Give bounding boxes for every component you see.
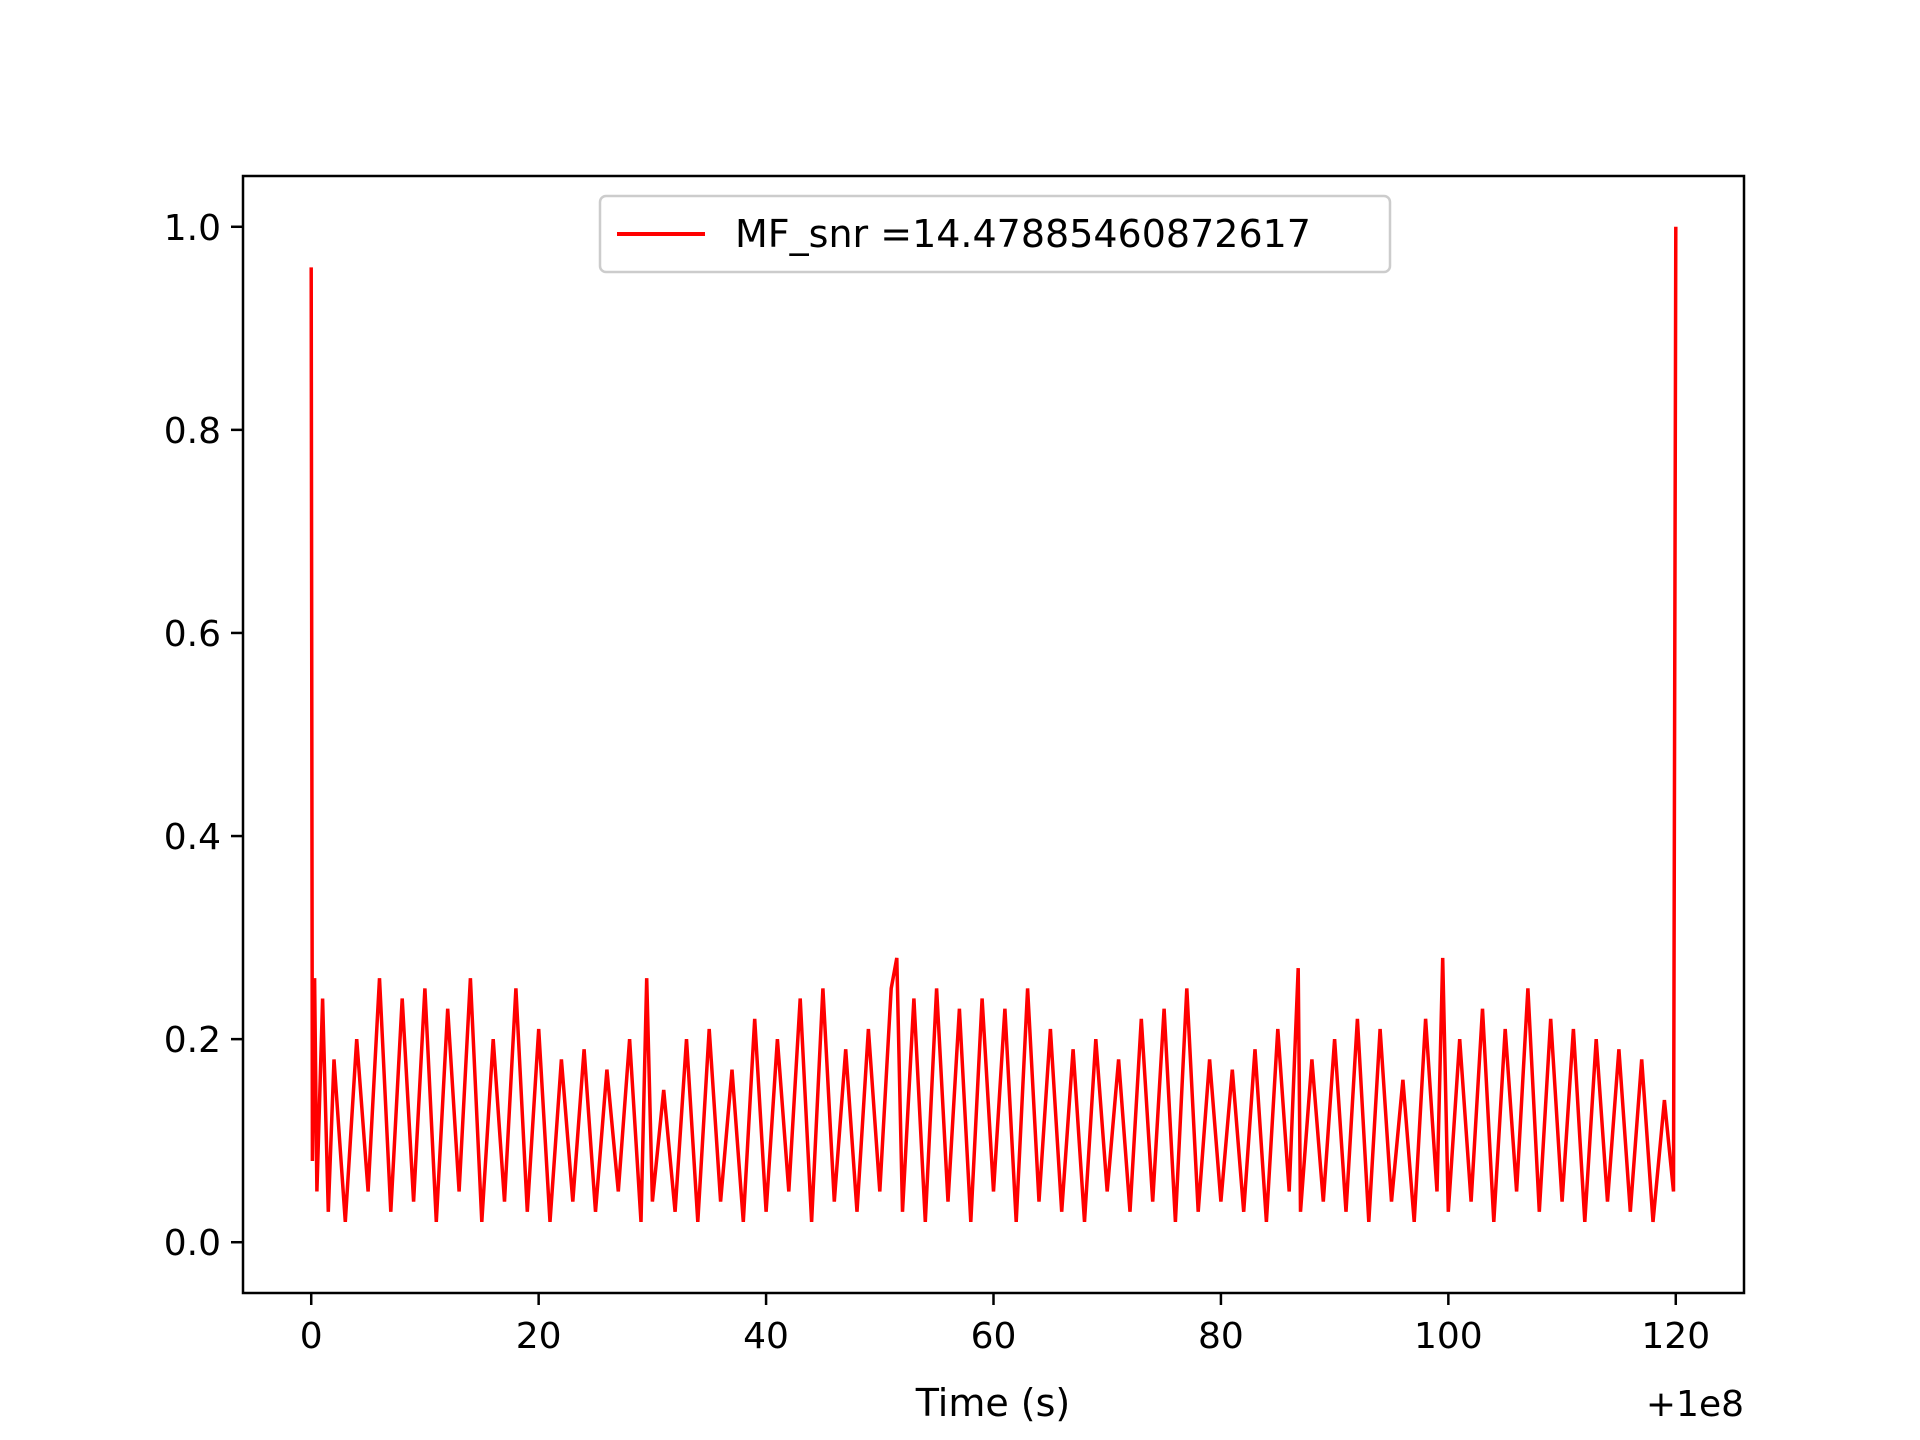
y-tick-label: 0.4 [164, 817, 221, 858]
legend-entry-label: MF_snr =14.47885460872617 [735, 212, 1311, 256]
plot-area [309, 226, 1678, 1223]
axes-frame [241, 174, 1746, 1295]
x-tick-label: 20 [516, 1316, 562, 1357]
x-axis: 0 20 40 60 80 100 120 [300, 1293, 1710, 1357]
x-tick-label: 80 [1198, 1316, 1244, 1357]
legend-box [598, 194, 1392, 274]
y-tick-label: 0.0 [164, 1223, 221, 1264]
x-tick-label: 60 [971, 1316, 1017, 1357]
x-tick-label: 100 [1414, 1316, 1483, 1357]
x-tick-label: 40 [743, 1316, 789, 1357]
x-tick-label: 0 [300, 1316, 323, 1357]
x-axis-label: Time (s) [915, 1381, 1071, 1425]
y-tick-label: 1.0 [164, 208, 221, 249]
series-line-0 [309, 226, 1678, 1223]
y-tick-label: 0.8 [164, 411, 221, 452]
y-axis: 0.0 0.2 0.4 0.6 0.8 1.0 [164, 208, 243, 1264]
x-axis-offset-label: +1e8 [1646, 1384, 1744, 1425]
x-tick-label: 120 [1641, 1316, 1710, 1357]
y-tick-label: 0.6 [164, 614, 221, 655]
legend: MF_snr =14.47885460872617 [598, 194, 1392, 274]
y-tick-label: 0.2 [164, 1020, 221, 1061]
